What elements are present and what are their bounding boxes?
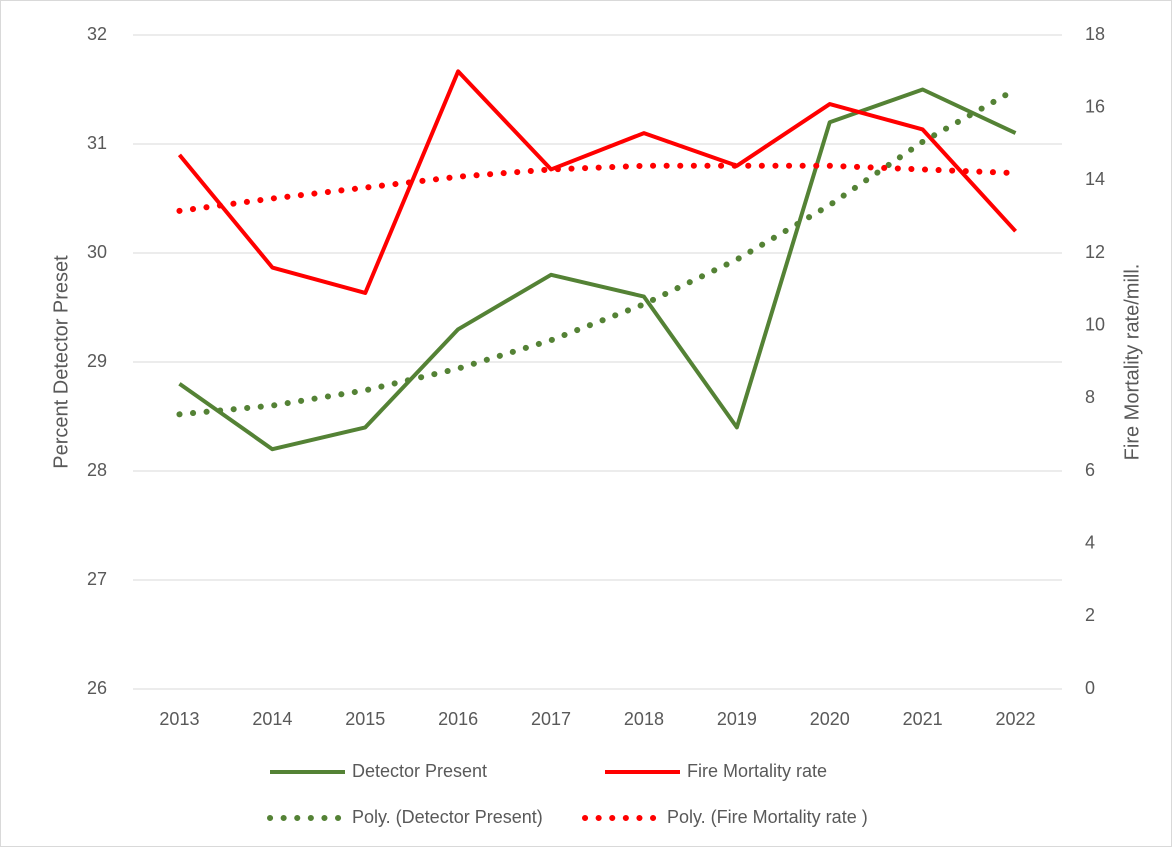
x-tick-label: 2019 [717, 709, 757, 729]
y2-axis-title: Fire Mortality rate/mill. [1121, 264, 1143, 461]
x-tick-label: 2017 [531, 709, 571, 729]
x-tick-label: 2016 [438, 709, 478, 729]
y2-tick-label: 8 [1085, 387, 1095, 407]
y-tick-label: 26 [87, 678, 107, 698]
y2-tick-label: 4 [1085, 532, 1095, 552]
y-tick-label: 32 [87, 24, 107, 44]
x-tick-label: 2020 [810, 709, 850, 729]
series-line [176, 86, 1019, 418]
legend-label: Poly. (Fire Mortality rate ) [667, 807, 868, 827]
x-tick-label: 2018 [624, 709, 664, 729]
series-line [178, 87, 1017, 452]
y-tick-label: 28 [87, 460, 107, 480]
y2-tick-label: 10 [1085, 314, 1105, 334]
x-tick-label: 2021 [903, 709, 943, 729]
x-tick-label: 2014 [252, 709, 292, 729]
y-tick-label: 30 [87, 242, 107, 262]
x-tick-label: 2013 [159, 709, 199, 729]
series-line [176, 162, 1019, 214]
legend-label: Detector Present [352, 761, 487, 781]
y2-tick-label: 2 [1085, 605, 1095, 625]
y2-tick-label: 12 [1085, 242, 1105, 262]
y-tick-label: 27 [87, 569, 107, 589]
x-tick-label: 2022 [996, 709, 1036, 729]
y2-tick-label: 16 [1085, 96, 1105, 116]
legend-label: Poly. (Detector Present) [352, 807, 543, 827]
y2-tick-label: 6 [1085, 460, 1095, 480]
y2-tick-label: 0 [1085, 678, 1095, 698]
y2-tick-label: 14 [1085, 169, 1105, 189]
x-tick-label: 2015 [345, 709, 385, 729]
y-tick-label: 29 [87, 351, 107, 371]
series-line [177, 69, 1018, 295]
y-tick-label: 31 [87, 133, 107, 153]
y2-tick-label: 18 [1085, 24, 1105, 44]
y-axis-title: Percent Detector Preset [50, 255, 72, 469]
legend-label: Fire Mortality rate [687, 761, 827, 781]
